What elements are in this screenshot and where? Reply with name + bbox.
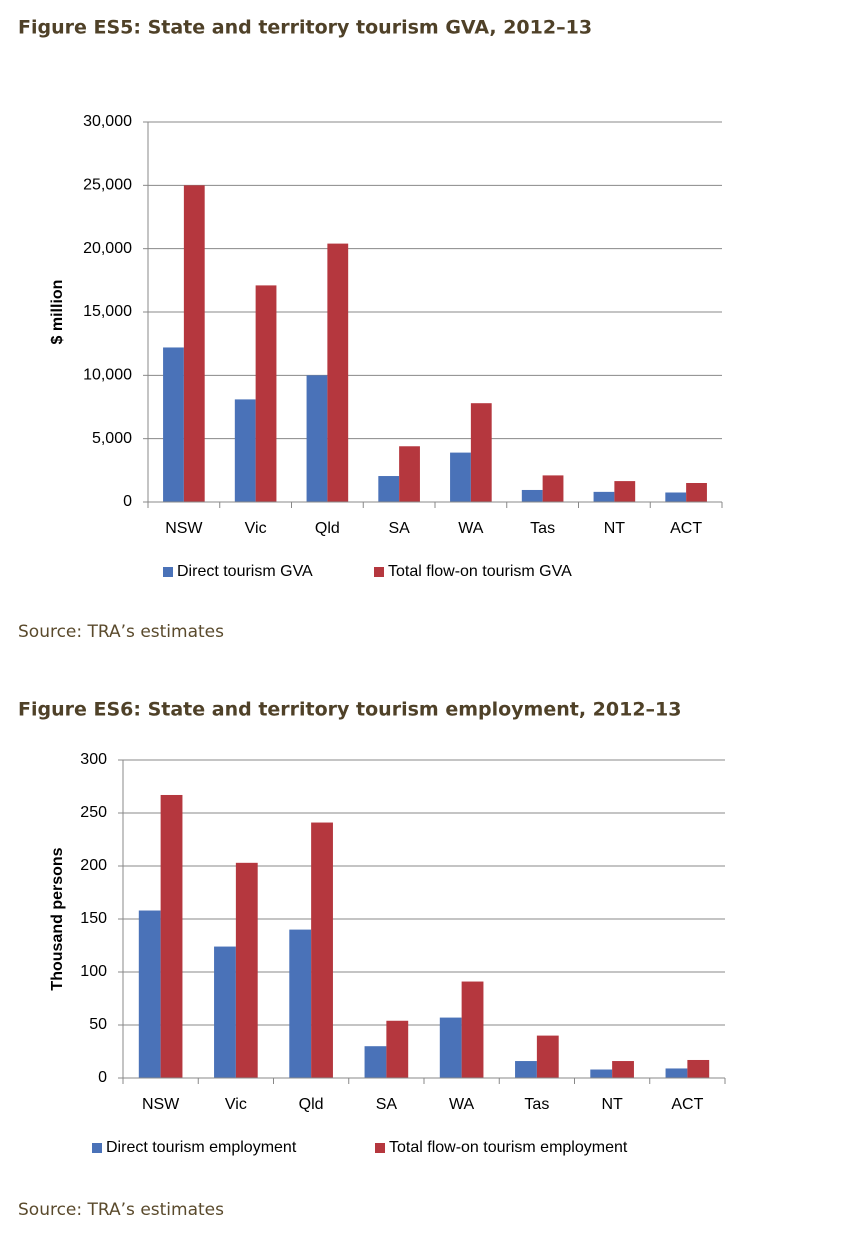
bar <box>612 1061 634 1078</box>
legend-swatch <box>163 567 173 577</box>
bar <box>160 794 183 1078</box>
bar <box>593 491 615 502</box>
bar <box>536 1035 559 1078</box>
bar <box>163 347 184 502</box>
bar <box>450 452 471 502</box>
y-tick-label: 0 <box>123 493 132 510</box>
y-tick-label: 0 <box>98 1069 107 1086</box>
bar <box>687 1059 710 1078</box>
x-tick-label: Qld <box>315 520 340 537</box>
legend-swatch <box>374 567 384 577</box>
legend-label: Total flow-on tourism employment <box>389 1139 628 1156</box>
bar <box>686 483 707 502</box>
y-tick-label: 5,000 <box>92 430 132 447</box>
x-tick-label: ACT <box>671 1096 703 1113</box>
bar <box>665 1068 688 1078</box>
y-tick-label: 25,000 <box>83 177 132 194</box>
bar <box>255 285 277 502</box>
bar <box>138 910 161 1078</box>
bar <box>614 481 636 502</box>
source-note: Source: TRA’s estimates <box>18 622 224 642</box>
y-tick-label: 250 <box>80 804 107 821</box>
y-tick-label: 50 <box>89 1016 107 1033</box>
y-tick-label: 150 <box>80 910 107 927</box>
y-tick-label: 100 <box>80 963 107 980</box>
bar <box>386 1020 409 1078</box>
x-tick-label: NSW <box>142 1096 180 1113</box>
y-tick-label: 300 <box>80 751 107 768</box>
bar <box>590 1069 613 1078</box>
bar <box>364 1046 387 1078</box>
legend-label: Total flow-on tourism GVA <box>388 563 572 580</box>
bar <box>515 1061 537 1078</box>
x-tick-label: Vic <box>245 520 267 537</box>
x-tick-label: Qld <box>299 1096 324 1113</box>
figure-title: Figure ES6: State and territory tourism … <box>18 699 682 721</box>
x-tick-label: NT <box>604 520 626 537</box>
y-tick-label: 30,000 <box>83 113 132 130</box>
x-tick-label: ACT <box>670 520 702 537</box>
bar <box>327 243 349 502</box>
x-tick-label: NSW <box>165 520 203 537</box>
bar <box>521 489 543 502</box>
y-tick-label: 10,000 <box>83 367 132 384</box>
bar <box>542 475 564 502</box>
bar <box>183 185 205 503</box>
x-tick-label: SA <box>388 520 410 537</box>
legend-label: Direct tourism employment <box>106 1139 297 1156</box>
x-tick-label: NT <box>601 1096 623 1113</box>
x-tick-label: WA <box>458 520 484 537</box>
bar <box>439 1017 462 1078</box>
legend-swatch <box>92 1143 102 1153</box>
bar <box>306 375 328 502</box>
bar <box>235 862 258 1078</box>
bar <box>311 822 333 1078</box>
bar <box>289 929 312 1078</box>
x-tick-label: SA <box>376 1096 398 1113</box>
bar <box>665 492 687 502</box>
legend-swatch <box>375 1143 385 1153</box>
bar <box>399 446 420 502</box>
source-note: Source: TRA’s estimates <box>18 1200 224 1220</box>
bar <box>470 403 492 502</box>
bar <box>214 946 236 1078</box>
x-tick-label: WA <box>449 1096 475 1113</box>
bar <box>234 399 256 502</box>
x-tick-label: Vic <box>225 1096 247 1113</box>
y-tick-label: 15,000 <box>83 303 132 320</box>
y-tick-label: 200 <box>80 857 107 874</box>
bar <box>378 476 400 502</box>
figure-title: Figure ES5: State and territory tourism … <box>18 17 592 39</box>
y-axis-title: $ million <box>49 280 66 345</box>
x-tick-label: Tas <box>524 1096 549 1113</box>
legend-label: Direct tourism GVA <box>177 563 313 580</box>
x-tick-label: Tas <box>530 520 555 537</box>
y-tick-label: 20,000 <box>83 240 132 257</box>
y-axis-title: Thousand persons <box>49 847 66 990</box>
bar <box>461 981 484 1078</box>
